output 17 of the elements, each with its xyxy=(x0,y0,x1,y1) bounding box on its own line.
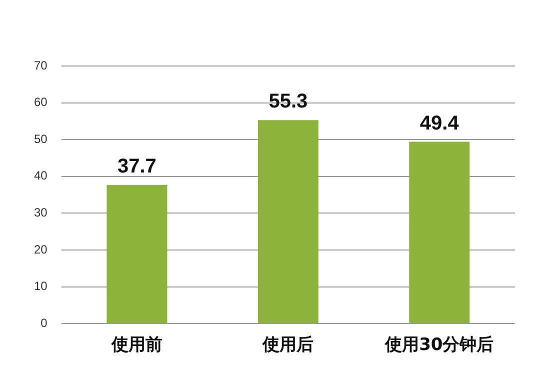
x-tick-label: 使用后 xyxy=(262,335,314,356)
bar xyxy=(409,142,470,324)
y-tick-label: 40 xyxy=(34,168,48,183)
y-tick-label: 30 xyxy=(34,206,48,220)
y-tick-label: 50 xyxy=(34,132,48,146)
data-label: 49.4 xyxy=(420,112,460,134)
x-tick-label: 使用前 xyxy=(110,335,162,356)
x-tick-label: 使用30分钟后 xyxy=(384,335,494,356)
data-label: 55.3 xyxy=(268,90,308,113)
data-label: 37.7 xyxy=(117,155,156,178)
y-tick-label: 10 xyxy=(34,279,48,294)
y-tick-label: 20 xyxy=(34,242,48,256)
bar xyxy=(258,120,318,324)
y-tick-label: 70 xyxy=(34,58,48,72)
bar xyxy=(106,184,168,324)
y-tick-label: 0 xyxy=(40,316,48,330)
y-tick-label: 60 xyxy=(34,95,48,110)
